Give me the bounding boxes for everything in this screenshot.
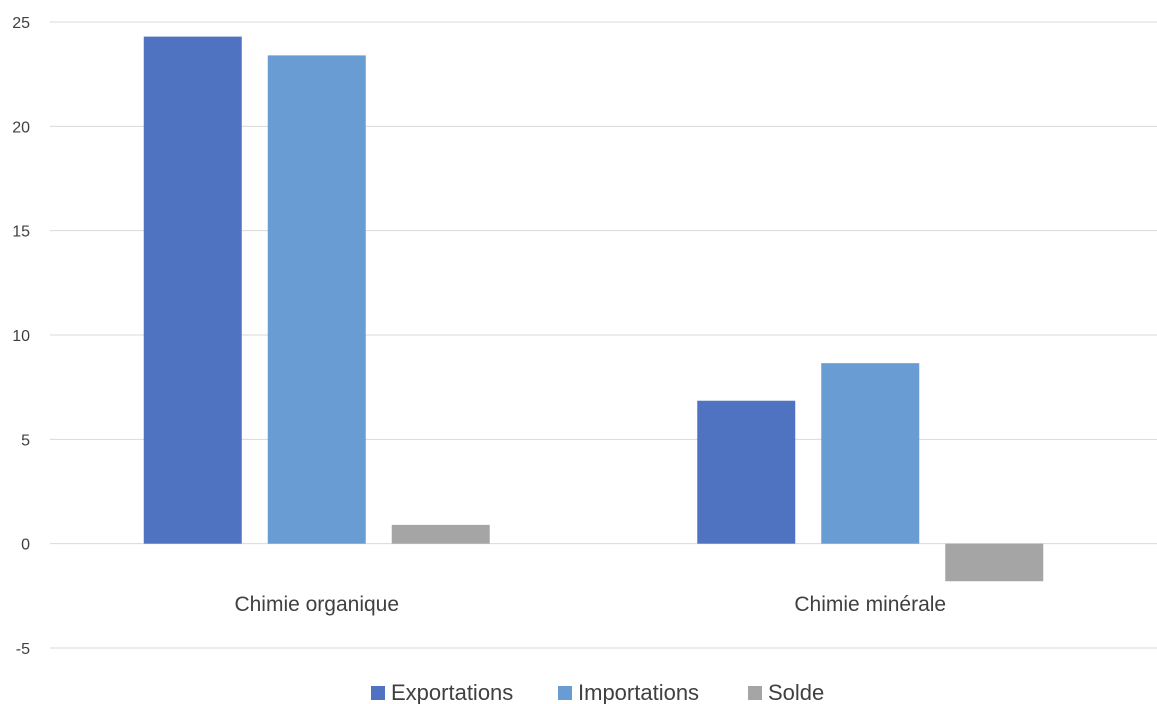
legend-label-exportations: Exportations: [391, 680, 513, 704]
legend-swatch-importations: [558, 686, 572, 700]
legend-label-importations: Importations: [578, 680, 699, 704]
bar-solde: [945, 543, 1044, 582]
y-tick-label: 0: [21, 537, 30, 554]
bar-importations: [267, 55, 366, 544]
category-labels: Chimie organique Chimie minérale: [234, 593, 946, 616]
y-tick-label: 20: [12, 119, 30, 136]
category-label: Chimie organique: [234, 593, 399, 616]
legend-swatch-solde: [748, 686, 762, 700]
bars: [143, 36, 1044, 582]
legend-swatch-exportations: [371, 686, 385, 700]
y-tick-label: -5: [16, 641, 30, 658]
y-axis-ticks: 25 20 15 10 5 0 -5: [12, 15, 30, 658]
legend: Exportations Importations Solde: [371, 680, 824, 704]
bar-exportations: [697, 400, 796, 544]
bar-solde: [391, 524, 490, 544]
y-tick-label: 10: [12, 328, 30, 345]
y-tick-label: 25: [12, 15, 30, 32]
legend-label-solde: Solde: [768, 680, 824, 704]
bar-exportations: [143, 36, 242, 544]
y-tick-label: 5: [21, 432, 30, 449]
bar-importations: [821, 363, 920, 544]
category-label: Chimie minérale: [794, 593, 946, 616]
y-tick-label: 15: [12, 224, 30, 241]
